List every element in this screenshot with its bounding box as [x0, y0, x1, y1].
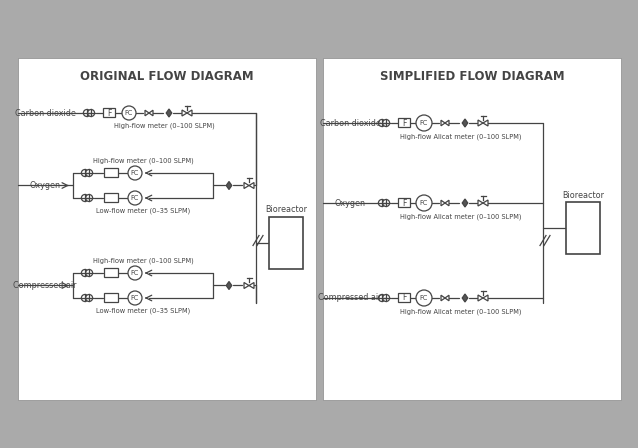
- Bar: [269, 217, 303, 269]
- Polygon shape: [478, 120, 483, 126]
- Polygon shape: [483, 200, 488, 206]
- Text: Oxygen: Oxygen: [334, 198, 366, 207]
- Polygon shape: [462, 199, 468, 207]
- Text: Carbon dioxide: Carbon dioxide: [15, 108, 75, 117]
- Polygon shape: [441, 295, 445, 301]
- Circle shape: [416, 115, 432, 131]
- Text: FC: FC: [420, 200, 428, 206]
- Circle shape: [378, 199, 385, 207]
- Polygon shape: [167, 109, 172, 117]
- Bar: [103, 108, 115, 117]
- Circle shape: [383, 120, 390, 126]
- Text: High-flow meter (0–100 SLPM): High-flow meter (0–100 SLPM): [114, 123, 215, 129]
- Polygon shape: [478, 200, 483, 206]
- Circle shape: [128, 166, 142, 180]
- Text: High-flow meter (0–100 SLPM): High-flow meter (0–100 SLPM): [93, 158, 193, 164]
- Bar: [323, 58, 621, 400]
- Text: F: F: [107, 108, 111, 117]
- Circle shape: [82, 169, 89, 177]
- Text: FC: FC: [420, 120, 428, 126]
- Polygon shape: [478, 295, 483, 301]
- Circle shape: [416, 195, 432, 211]
- Circle shape: [416, 290, 432, 306]
- Polygon shape: [483, 120, 488, 126]
- Circle shape: [128, 191, 142, 205]
- Circle shape: [383, 294, 390, 302]
- Polygon shape: [226, 181, 232, 190]
- Polygon shape: [145, 110, 149, 116]
- Text: FC: FC: [131, 295, 139, 301]
- Circle shape: [82, 294, 89, 302]
- Polygon shape: [187, 110, 192, 116]
- Text: Compressed air: Compressed air: [13, 281, 77, 290]
- Polygon shape: [462, 119, 468, 127]
- Text: High-flow meter (0–100 SLPM): High-flow meter (0–100 SLPM): [93, 258, 193, 264]
- Circle shape: [128, 291, 142, 305]
- Circle shape: [85, 169, 93, 177]
- Text: Bioreactor: Bioreactor: [265, 206, 307, 215]
- Text: Bioreactor: Bioreactor: [562, 190, 604, 199]
- Circle shape: [82, 194, 89, 202]
- Text: FC: FC: [131, 170, 139, 176]
- Circle shape: [87, 109, 94, 116]
- Polygon shape: [249, 283, 254, 289]
- Text: SIMPLIFIED FLOW DIAGRAM: SIMPLIFIED FLOW DIAGRAM: [380, 69, 565, 82]
- Text: High-flow Alicat meter (0–100 SLPM): High-flow Alicat meter (0–100 SLPM): [400, 214, 521, 220]
- Text: FC: FC: [131, 195, 139, 201]
- Text: F: F: [402, 198, 406, 207]
- Text: ORIGINAL FLOW DIAGRAM: ORIGINAL FLOW DIAGRAM: [80, 69, 254, 82]
- Text: FC: FC: [131, 270, 139, 276]
- Polygon shape: [441, 200, 445, 206]
- Bar: [398, 293, 410, 302]
- Text: F: F: [402, 293, 406, 302]
- Text: Compressed air: Compressed air: [318, 293, 382, 302]
- Circle shape: [82, 270, 89, 276]
- Polygon shape: [149, 110, 153, 116]
- Polygon shape: [441, 120, 445, 126]
- Circle shape: [383, 199, 390, 207]
- Bar: [104, 268, 118, 277]
- Polygon shape: [244, 182, 249, 189]
- Polygon shape: [445, 200, 449, 206]
- Polygon shape: [226, 281, 232, 289]
- Text: High-flow Alicat meter (0–100 SLPM): High-flow Alicat meter (0–100 SLPM): [400, 309, 521, 315]
- Circle shape: [122, 106, 136, 120]
- Bar: [18, 58, 316, 400]
- Text: FC: FC: [125, 110, 133, 116]
- Bar: [398, 119, 410, 128]
- Circle shape: [84, 109, 91, 116]
- Polygon shape: [483, 295, 488, 301]
- Circle shape: [85, 294, 93, 302]
- Bar: [566, 202, 600, 254]
- Bar: [104, 194, 118, 202]
- Polygon shape: [182, 110, 187, 116]
- Circle shape: [378, 120, 385, 126]
- Polygon shape: [244, 283, 249, 289]
- Circle shape: [85, 194, 93, 202]
- Polygon shape: [462, 294, 468, 302]
- Text: Low-flow meter (0–35 SLPM): Low-flow meter (0–35 SLPM): [96, 208, 190, 214]
- Bar: [398, 198, 410, 207]
- Circle shape: [128, 266, 142, 280]
- Bar: [104, 168, 118, 177]
- Text: F: F: [402, 119, 406, 128]
- Text: FC: FC: [420, 295, 428, 301]
- Circle shape: [85, 270, 93, 276]
- Text: High-flow Alicat meter (0–100 SLPM): High-flow Alicat meter (0–100 SLPM): [400, 134, 521, 140]
- Circle shape: [378, 294, 385, 302]
- Text: Carbon dioxide: Carbon dioxide: [320, 119, 380, 128]
- Bar: [104, 293, 118, 302]
- Polygon shape: [445, 120, 449, 126]
- Text: Low-flow meter (0–35 SLPM): Low-flow meter (0–35 SLPM): [96, 308, 190, 314]
- Text: Oxygen: Oxygen: [29, 181, 61, 190]
- Polygon shape: [249, 182, 254, 189]
- Polygon shape: [445, 295, 449, 301]
